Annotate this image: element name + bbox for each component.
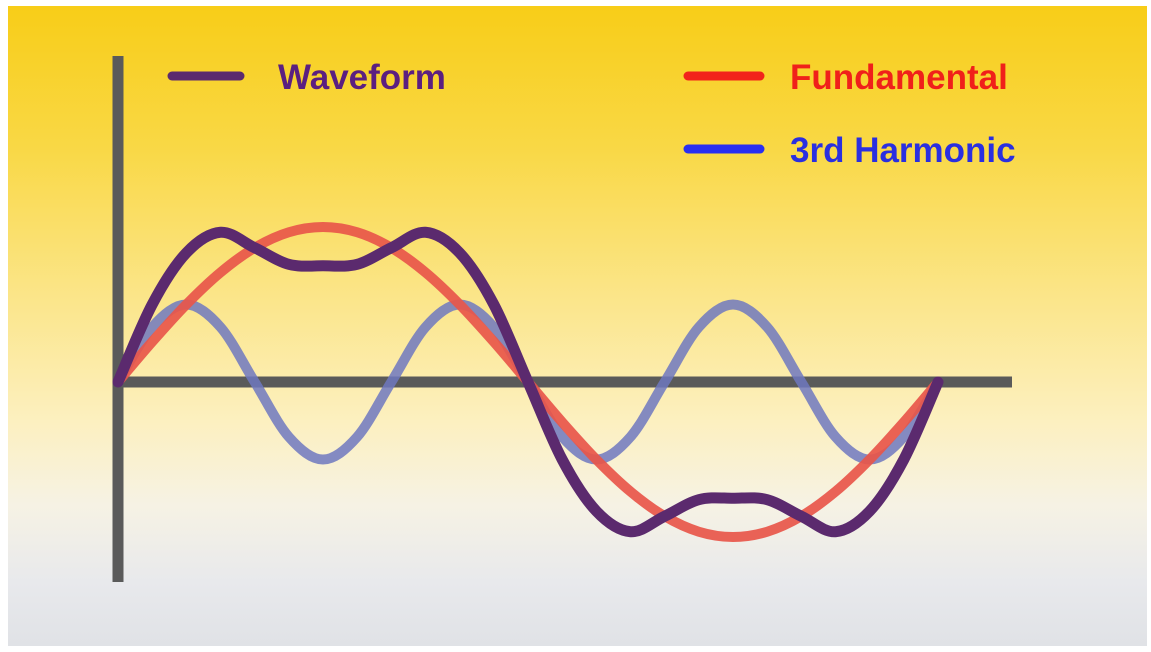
legend-label-3rd-harmonic: 3rd Harmonic (790, 131, 1016, 170)
axes (112, 56, 1012, 582)
legend-label-waveform: Waveform (278, 58, 446, 97)
legend: Waveform Fundamental 3rd Harmonic (167, 58, 1016, 170)
series-line-waveform (112, 226, 944, 538)
chart-background (8, 6, 1147, 646)
series-layer (112, 222, 944, 542)
legend-label-fundamental: Fundamental (790, 58, 1008, 97)
